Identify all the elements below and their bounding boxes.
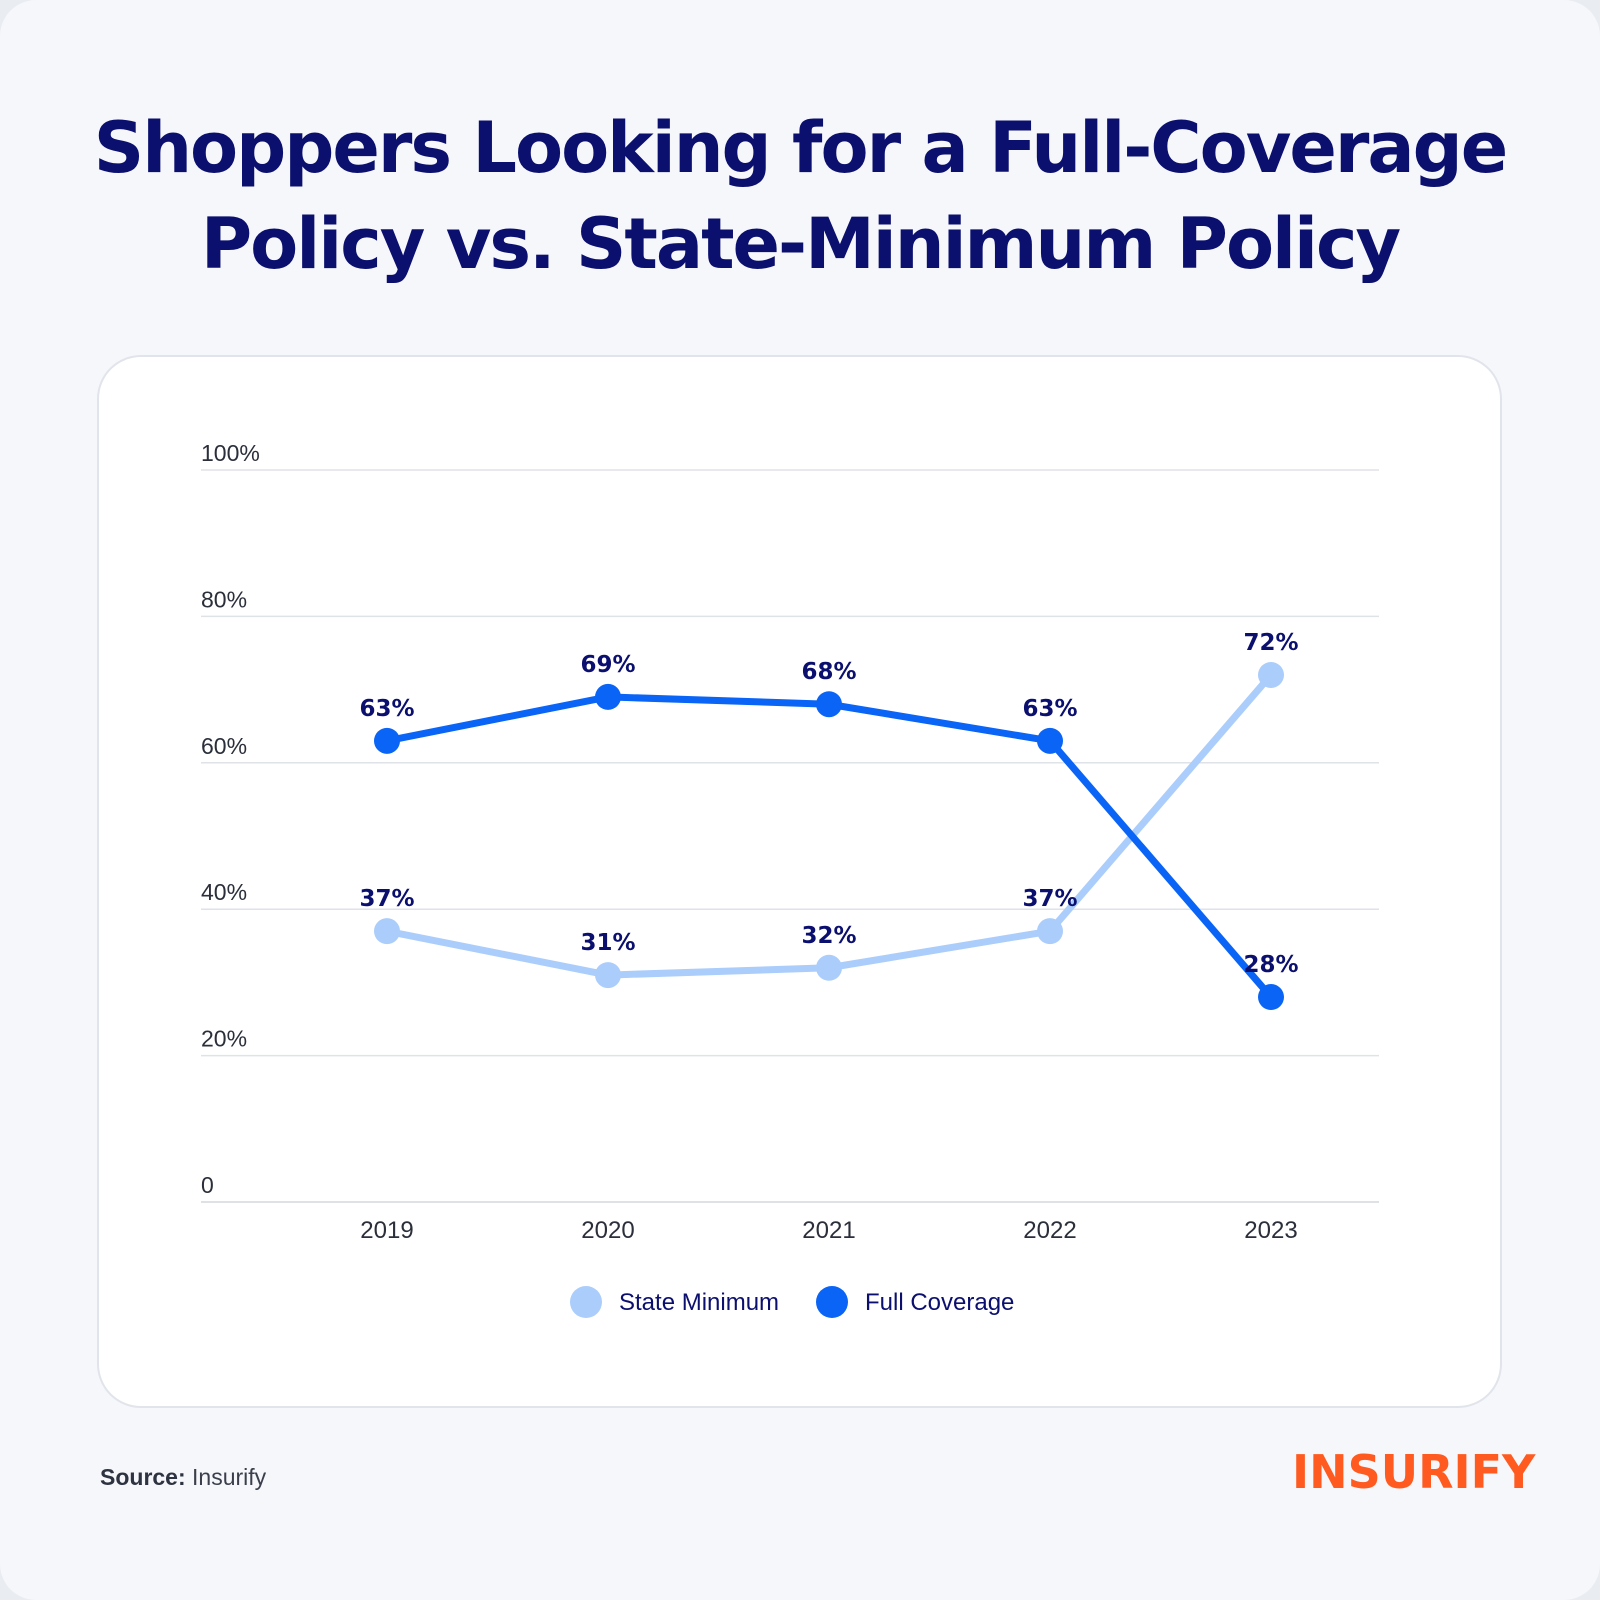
chart-title: Shoppers Looking for a Full-Coverage Pol… [0, 100, 1600, 292]
source-note: Source: Insurify [100, 1464, 266, 1491]
insurify-logo: INSURIFY [1292, 1445, 1536, 1499]
source-label: Source: [100, 1464, 186, 1490]
chart-title-line-1: Shoppers Looking for a Full-Coverage [93, 107, 1508, 189]
y-tick-label: 40% [201, 879, 247, 905]
state-minimum-data-label: 31% [580, 930, 635, 956]
x-tick-label: 2023 [1244, 1217, 1297, 1244]
x-tick-label: 2022 [1023, 1217, 1076, 1244]
full-coverage-data-label: 63% [359, 696, 414, 722]
full-coverage-data-label: 68% [801, 659, 856, 685]
full-coverage-point [1258, 984, 1284, 1011]
legend-state-minimum-label: State Minimum [619, 1289, 779, 1316]
state-minimum-data-label: 72% [1243, 630, 1298, 656]
state-minimum-data-label: 32% [801, 923, 856, 949]
source-value: Insurify [192, 1464, 267, 1490]
full-coverage-data-label: 69% [580, 652, 635, 678]
legend-full-coverage-label: Full Coverage [865, 1289, 1014, 1316]
state-minimum-point [595, 962, 621, 989]
full-coverage-data-label: 63% [1022, 696, 1077, 722]
y-tick-label: 100% [201, 440, 260, 466]
x-tick-label: 2021 [802, 1217, 855, 1244]
state-minimum-data-label: 37% [359, 886, 414, 912]
y-tick-label: 0 [201, 1172, 214, 1198]
x-tick-label: 2020 [581, 1217, 634, 1244]
y-tick-label: 20% [201, 1026, 247, 1052]
legend-state-minimum-swatch [570, 1286, 602, 1318]
legend-full-coverage-swatch [816, 1286, 848, 1318]
chart-title-line-2: Policy vs. State-Minimum Policy [200, 203, 1401, 285]
full-coverage-data-label: 28% [1243, 952, 1298, 978]
y-tick-label: 60% [201, 733, 247, 759]
full-coverage-point [1037, 727, 1063, 754]
full-coverage-point [595, 683, 621, 710]
x-tick-label: 2019 [360, 1217, 413, 1244]
full-coverage-point [816, 691, 842, 718]
state-minimum-data-label: 37% [1022, 886, 1077, 912]
y-tick-label: 80% [201, 586, 247, 612]
state-minimum-point [816, 954, 842, 981]
state-minimum-point [1258, 661, 1284, 688]
state-minimum-point [1037, 918, 1063, 945]
full-coverage-point [374, 727, 400, 754]
chart-card: 0 20% 40% 60% 80% 100% 2019 2020 2021 2022 2023 37%… [97, 355, 1502, 1408]
full-coverage-line [383, 693, 1275, 1001]
state-minimum-point [374, 918, 400, 945]
line-chart: 0 20% 40% 60% 80% 100% 2019 2020 2021 2022 2023 37%… [201, 440, 1379, 1318]
